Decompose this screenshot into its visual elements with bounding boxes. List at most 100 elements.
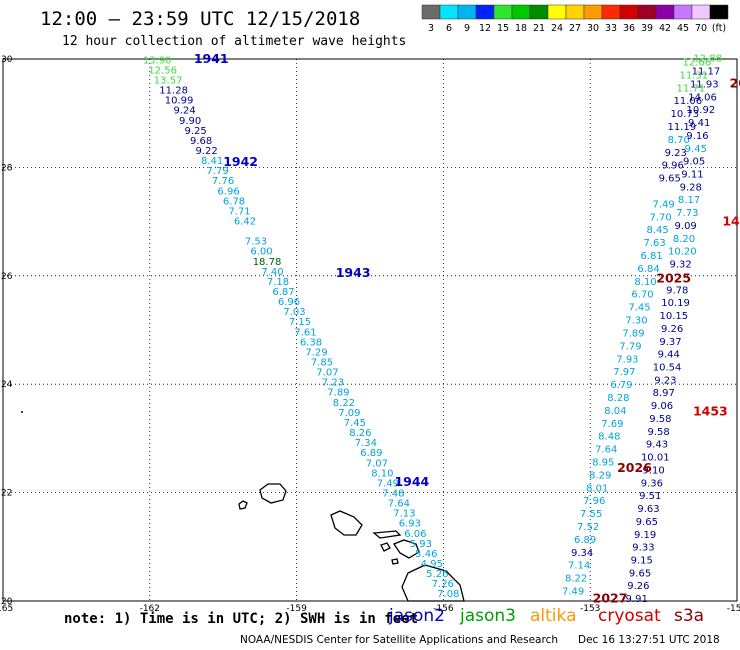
- swh-value-label: 7.34: [355, 438, 377, 449]
- swh-value-label: 6.06: [404, 529, 426, 540]
- swh-value-label: 6.38: [300, 337, 322, 348]
- swh-value-label: 10.20: [668, 247, 697, 258]
- swh-value-label: 8.26: [349, 428, 371, 439]
- swh-value-label: 10.19: [661, 298, 690, 309]
- lon-tick-label: -162: [140, 604, 160, 614]
- swh-value-label: 9.09: [675, 221, 697, 232]
- legend-tick-label: 12: [479, 23, 491, 34]
- creation-timestamp: Dec 16 13:27:51 UTC 2018: [578, 634, 720, 646]
- swh-value-label: 6.93: [399, 519, 421, 530]
- big-island: [401, 564, 465, 602]
- swh-value-label: 6.87: [272, 287, 294, 298]
- swh-value-label: 8.04: [604, 406, 626, 417]
- swh-value-label: 7.45: [344, 418, 366, 429]
- swh-value-label: 7.89: [622, 328, 644, 339]
- swh-value-label: 9.11: [681, 170, 703, 181]
- swh-value-label: 7.69: [601, 419, 623, 430]
- swh-value-label: 7.76: [212, 176, 234, 187]
- swh-value-label: 8.29: [589, 470, 611, 481]
- lat-tick-label: 24: [1, 380, 13, 390]
- swh-value-label: 9.78: [666, 285, 688, 296]
- swh-value-label: 10.92: [687, 105, 716, 116]
- swh-value-label: 12.56: [148, 65, 177, 76]
- lon-tick-label: -150: [727, 604, 740, 614]
- legend-swatch: [565, 4, 585, 20]
- legend-swatch: [439, 4, 459, 20]
- legend-tick-label: 30: [587, 23, 599, 34]
- legend-tick-label: 70: [695, 23, 707, 34]
- lon-tick-label: -165: [0, 604, 13, 614]
- footnote: note: 1) Time is in UTC; 2) SWH is in fe…: [64, 611, 419, 627]
- oahu-island: [330, 510, 363, 536]
- swh-value-label: 14.06: [688, 92, 717, 103]
- legend-tick-label: 36: [623, 23, 635, 34]
- pass-number-label: 1943: [336, 265, 371, 280]
- pass-number-label: 2026: [617, 460, 652, 475]
- lat-tick-label: 26: [1, 272, 13, 282]
- swh-value-label: 7.79: [206, 166, 228, 177]
- kauai-island: [259, 483, 287, 504]
- swh-value-label: 7.89: [327, 388, 349, 399]
- pass-number-label: 1944: [394, 474, 429, 489]
- lat-tick-label: 20: [1, 597, 13, 607]
- swh-value-label: 10.54: [653, 362, 682, 373]
- swh-value-label: 9.24: [173, 106, 195, 117]
- swh-value-label: 13.90: [143, 55, 172, 66]
- swh-value-label: 7.64: [388, 499, 410, 510]
- swh-value-label: 10.99: [165, 96, 194, 107]
- swh-value-label: 8.10: [634, 277, 656, 288]
- map-title: 12:00 – 23:59 UTC 12/15/2018: [40, 8, 361, 30]
- swh-value-label: 7.93: [616, 354, 638, 365]
- legend-swatch: [493, 4, 513, 20]
- swh-value-label: 10.15: [660, 311, 689, 322]
- swh-value-label: 7.64: [595, 445, 617, 456]
- swh-value-label: 9.58: [648, 427, 670, 438]
- legend-swatch: [673, 4, 693, 20]
- legend-tick-label: 27: [569, 23, 581, 34]
- swh-value-label: 7.08: [437, 589, 459, 600]
- legend-tick-label: 33: [605, 23, 617, 34]
- swh-value-label: 10.73: [670, 109, 699, 120]
- swh-value-label: 6.96: [278, 297, 300, 308]
- legend-swatch: [529, 4, 549, 20]
- lon-tick-label: -159: [286, 604, 307, 614]
- swh-value-label: 7.61: [294, 327, 316, 338]
- swh-value-label: 9.44: [658, 350, 680, 361]
- swh-value-label: 8.41: [201, 156, 223, 167]
- swh-value-label: 9.19: [634, 530, 656, 541]
- swh-value-label: 7.30: [625, 316, 647, 327]
- swh-value-label: 6.81: [640, 251, 662, 262]
- pass-number-label: 1452: [722, 214, 740, 229]
- swh-value-label: 9.90: [179, 116, 201, 127]
- swh-value-label: 9.32: [669, 260, 691, 271]
- swh-value-label: 8.97: [653, 388, 675, 399]
- swh-value-label: 11.17: [692, 67, 721, 78]
- swh-value-label: 11.93: [690, 79, 719, 90]
- swh-value-label: 9.28: [680, 182, 702, 193]
- swh-value-label: 9.65: [636, 517, 658, 528]
- swh-value-label: 7.52: [577, 522, 599, 533]
- legend-tick-label: 18: [515, 23, 527, 34]
- legend-swatch: [421, 4, 441, 20]
- swh-value-label: 9.16: [686, 131, 708, 142]
- swh-value-label: 5.46: [415, 549, 437, 560]
- swh-value-label: 9.22: [195, 146, 217, 157]
- swh-value-label: 9.34: [571, 548, 593, 559]
- legend-swatch: [691, 4, 711, 20]
- swh-value-label: 9.45: [685, 144, 707, 155]
- swh-value-label: 7.53: [245, 237, 267, 248]
- swh-value-label: 7.55: [580, 509, 602, 520]
- legend-swatch: [457, 4, 477, 20]
- legend-tick-label: 45: [677, 23, 689, 34]
- swh-value-label: 6.79: [610, 380, 632, 391]
- lat-tick-label: 30: [1, 55, 13, 65]
- swh-value-label: 8.70: [668, 135, 690, 146]
- swh-value-label: 7.71: [228, 206, 250, 217]
- swh-value-label: 9.37: [659, 337, 681, 348]
- molokai-island: [372, 530, 402, 539]
- swh-value-label: 7.49: [377, 478, 399, 489]
- swh-value-label: 8.01: [586, 483, 608, 494]
- swh-value-label: 7.23: [322, 378, 344, 389]
- swh-value-label: 9.91: [626, 594, 648, 605]
- legend-cryosat: cryosat: [598, 606, 661, 626]
